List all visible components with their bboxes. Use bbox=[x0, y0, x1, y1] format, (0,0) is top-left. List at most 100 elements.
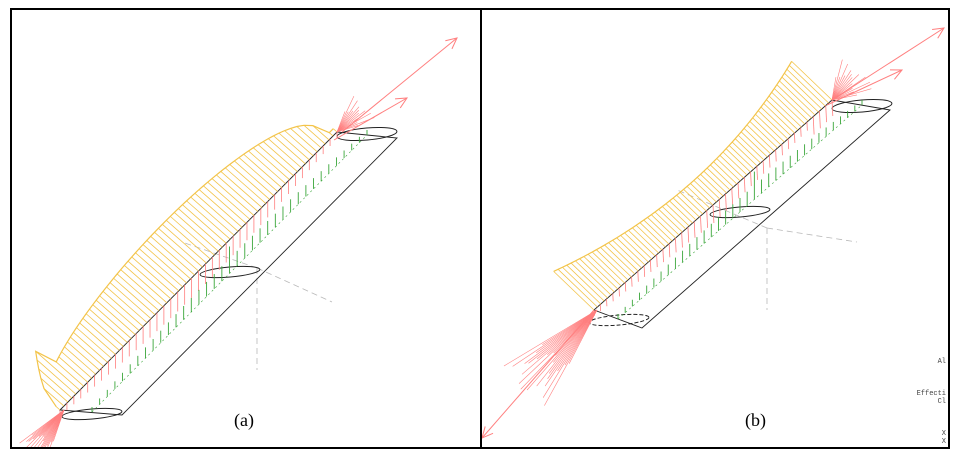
lift-line bbox=[676, 194, 700, 218]
lift-line bbox=[570, 262, 608, 299]
wake-arrowhead bbox=[394, 97, 408, 109]
lift-line bbox=[92, 304, 132, 339]
lift-line bbox=[710, 164, 734, 188]
vortex-tick bbox=[737, 182, 740, 199]
vortex-tick bbox=[819, 111, 821, 129]
tip-vortex-line bbox=[831, 81, 871, 101]
tip-vortex-line bbox=[831, 63, 848, 101]
lift-line bbox=[771, 91, 806, 125]
lift-line bbox=[679, 191, 704, 215]
tip-vortex-line bbox=[544, 309, 598, 406]
lift-line bbox=[170, 216, 215, 256]
lift-line bbox=[190, 196, 235, 236]
side-text-4: X bbox=[941, 430, 946, 438]
tip-vortex-line bbox=[524, 309, 598, 364]
lift-line bbox=[220, 171, 263, 208]
lift-line bbox=[766, 99, 799, 131]
lift-line bbox=[158, 227, 203, 268]
lift-line bbox=[278, 132, 310, 161]
tip-vortex-line bbox=[336, 95, 355, 133]
lift-line bbox=[608, 242, 639, 272]
lift-line bbox=[768, 95, 802, 128]
tip-vortex-line bbox=[831, 70, 852, 101]
lift-line bbox=[713, 161, 738, 185]
lift-line bbox=[109, 282, 152, 319]
tip-vortex-line bbox=[548, 309, 598, 374]
tip-vortex-line bbox=[19, 409, 65, 444]
tip-vortex-line bbox=[336, 106, 360, 133]
lift-line bbox=[690, 183, 714, 206]
lift-line bbox=[779, 80, 816, 116]
vortex-tick bbox=[718, 199, 721, 217]
lift-line bbox=[686, 186, 710, 209]
lift-line bbox=[166, 220, 211, 260]
lift-line bbox=[89, 308, 128, 343]
lift-line bbox=[725, 148, 751, 173]
lift-line bbox=[672, 197, 697, 221]
lift-line bbox=[64, 346, 96, 375]
lift-line bbox=[234, 160, 274, 196]
lift-line bbox=[142, 244, 187, 284]
lift-line bbox=[268, 138, 302, 169]
vortex-tick bbox=[656, 254, 658, 268]
tip-vortex-line bbox=[831, 75, 846, 101]
tip-vortex-line bbox=[831, 76, 841, 101]
lift-line bbox=[76, 327, 112, 359]
vortex-tick bbox=[675, 238, 677, 253]
lift-line bbox=[273, 135, 306, 165]
lift-line bbox=[620, 235, 649, 263]
wake-arrow bbox=[831, 27, 945, 101]
lift-line bbox=[154, 231, 199, 272]
lift-line bbox=[616, 237, 646, 266]
vortex-tick bbox=[762, 160, 765, 174]
tip-vortex-line bbox=[336, 112, 371, 133]
lift-line bbox=[791, 61, 833, 101]
lift-line bbox=[669, 200, 693, 224]
lift-line bbox=[706, 167, 731, 191]
tip-vortex-line bbox=[520, 309, 598, 390]
lift-line bbox=[178, 208, 223, 248]
vortex-tick bbox=[668, 243, 671, 258]
lift-line bbox=[36, 359, 77, 395]
lift-line bbox=[749, 121, 778, 149]
lift-line bbox=[253, 147, 290, 180]
vortex-tick bbox=[637, 271, 639, 282]
wake-arrow bbox=[341, 37, 458, 133]
lift-line bbox=[216, 174, 259, 212]
lift-line bbox=[587, 253, 622, 287]
lift-line bbox=[596, 249, 629, 281]
vortex-tick bbox=[700, 216, 702, 233]
vortex-tick bbox=[712, 204, 715, 224]
lift-line bbox=[737, 134, 765, 161]
lift-line bbox=[229, 164, 270, 200]
lift-line bbox=[116, 273, 160, 312]
panel-b-diagram bbox=[482, 27, 945, 439]
lift-line bbox=[124, 265, 168, 304]
vortex-tick bbox=[750, 171, 752, 187]
tip-vortex-line bbox=[831, 77, 837, 101]
lift-line bbox=[789, 65, 829, 104]
wake-arrow bbox=[826, 69, 903, 106]
side-text-1: Al bbox=[937, 358, 946, 366]
lift-line bbox=[55, 406, 61, 411]
tip-vortex-line bbox=[831, 77, 853, 101]
vortex-tick bbox=[643, 265, 646, 277]
lift-line bbox=[135, 252, 179, 292]
lift-line bbox=[257, 144, 294, 176]
tip-vortex-line bbox=[542, 309, 598, 398]
airfoil-section bbox=[831, 98, 893, 114]
panel-a-diagram bbox=[19, 37, 458, 447]
lift-line bbox=[40, 377, 69, 403]
side-text-2: Effecti bbox=[916, 390, 946, 398]
tip-vortex-line bbox=[336, 117, 375, 133]
lift-line bbox=[696, 177, 721, 200]
lift-line bbox=[700, 173, 724, 197]
lift-line bbox=[138, 248, 183, 288]
tip-vortex-line bbox=[544, 309, 598, 387]
lift-line bbox=[635, 224, 663, 251]
lift-line bbox=[186, 200, 231, 240]
lift-line bbox=[662, 206, 687, 230]
lift-line bbox=[262, 141, 298, 173]
vortex-tick bbox=[825, 105, 827, 123]
lift-line bbox=[113, 277, 156, 315]
